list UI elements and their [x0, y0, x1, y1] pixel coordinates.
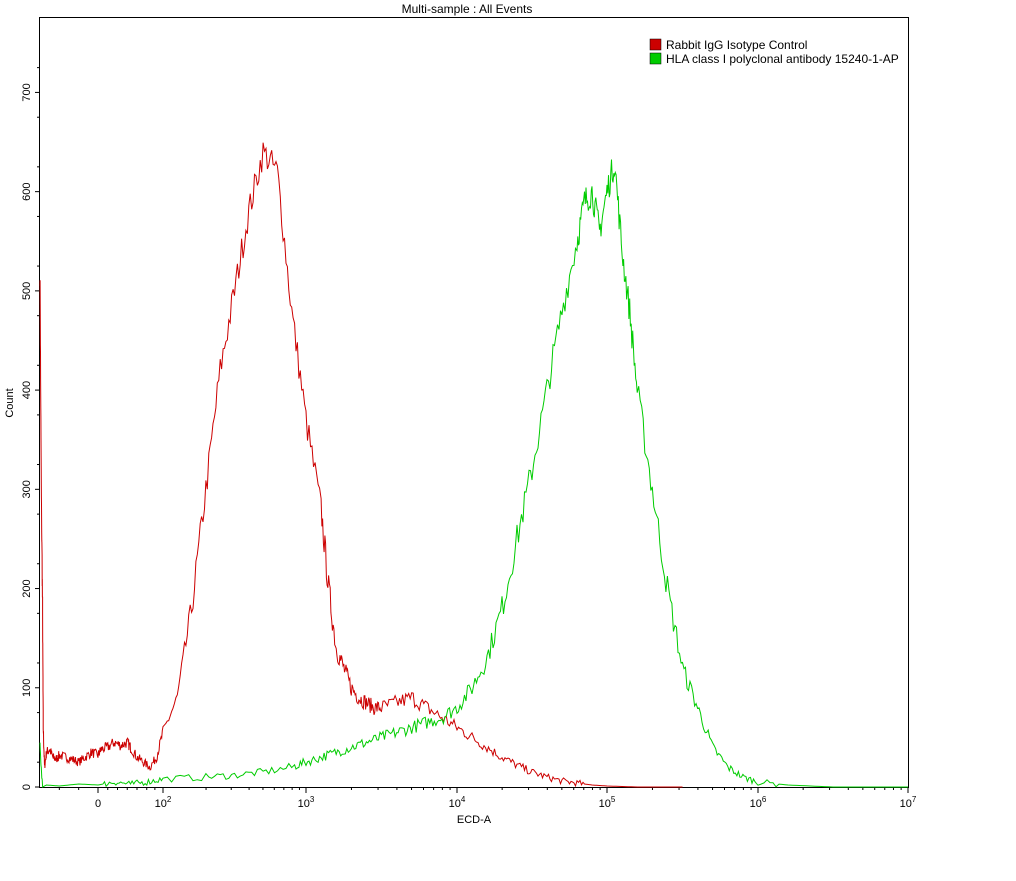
- series-line-1: [39, 159, 908, 788]
- y-tick-label: 200: [21, 579, 33, 597]
- legend-swatch: [649, 52, 662, 65]
- y-axis: 0 100 200 300 400 500 600 700: [21, 67, 40, 790]
- chart-title: Multi-sample : All Events: [402, 2, 533, 16]
- x-tick-label: 0: [95, 798, 101, 810]
- x-axis: 0 102 103 104 105 106 107: [58, 787, 917, 810]
- x-tick-label: 104: [449, 795, 466, 810]
- y-tick-label: 300: [21, 480, 33, 498]
- legend-label: HLA class I polyclonal antibody 15240-1-…: [666, 52, 899, 66]
- y-tick-label: 700: [21, 83, 33, 101]
- x-tick-label: 103: [298, 795, 315, 810]
- legend-label: Rabbit IgG Isotype Control: [666, 38, 807, 52]
- y-axis-label: Count: [4, 388, 16, 417]
- y-tick-label: 100: [21, 679, 33, 697]
- x-tick-label: 107: [900, 795, 917, 810]
- x-tick-label: 105: [599, 795, 616, 810]
- y-tick-label: 0: [21, 784, 33, 790]
- plot-frame: [39, 17, 909, 788]
- series-layer: [39, 142, 908, 788]
- legend-swatch: [649, 38, 662, 51]
- x-axis-label: ECD-A: [457, 814, 492, 826]
- x-tick-label: 106: [750, 795, 767, 810]
- y-tick-label: 500: [21, 282, 33, 300]
- x-tick-label: 102: [155, 795, 172, 810]
- y-tick-label: 600: [21, 182, 33, 200]
- y-tick-label: 400: [21, 381, 33, 399]
- series-line-0: [39, 142, 683, 788]
